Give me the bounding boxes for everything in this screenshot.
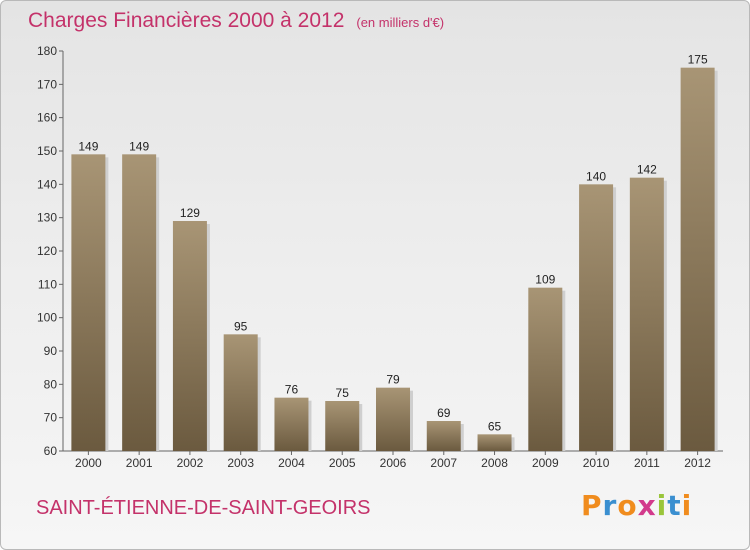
x-tick-label: 2009 xyxy=(532,456,559,470)
bar-value-label: 65 xyxy=(488,419,502,433)
bar-value-label: 76 xyxy=(285,383,299,397)
y-tick-label: 90 xyxy=(44,344,58,358)
y-tick-label: 160 xyxy=(37,111,57,125)
x-tick-label: 2000 xyxy=(75,456,102,470)
logo-letter: i xyxy=(656,489,668,522)
x-tick-label: 2004 xyxy=(278,456,305,470)
x-tick-label: 2008 xyxy=(481,456,508,470)
bar-value-label: 175 xyxy=(688,53,708,67)
y-tick-label: 120 xyxy=(37,244,57,258)
y-tick-label: 60 xyxy=(44,444,58,458)
y-tick-label: 130 xyxy=(37,211,57,225)
bar xyxy=(579,184,614,452)
logo-letter: o xyxy=(617,489,638,522)
commune-name: SAINT-ÉTIENNE-DE-SAINT-GEOIRS xyxy=(36,497,371,519)
bar xyxy=(528,287,563,451)
chart-unit: (en milliers d'€) xyxy=(356,15,445,30)
logo-letter: t xyxy=(667,489,682,522)
chart-title-text: Charges Financières 2000 à 2012 xyxy=(28,9,345,32)
y-tick-label: 100 xyxy=(37,311,57,325)
bar xyxy=(376,387,410,451)
bar xyxy=(172,221,207,451)
chart-title: Charges Financières 2000 à 2012 (en milli… xyxy=(28,9,444,33)
bar-value-label: 95 xyxy=(234,319,248,333)
y-tick-label: 180 xyxy=(37,44,57,58)
bar xyxy=(122,154,157,452)
bar-value-label: 129 xyxy=(180,206,200,220)
bar-value-label: 149 xyxy=(129,139,149,153)
y-tick-label: 140 xyxy=(37,177,57,191)
y-tick-label: 80 xyxy=(44,377,58,391)
logo-letter: x xyxy=(637,489,657,522)
x-tick-label: 2001 xyxy=(126,456,153,470)
bar xyxy=(629,177,664,451)
logo-letter: i xyxy=(681,489,693,522)
x-tick-label: 2010 xyxy=(583,456,610,470)
x-tick-label: 2011 xyxy=(634,456,660,470)
bar-value-label: 75 xyxy=(336,386,350,400)
bar xyxy=(274,397,309,451)
bar-value-label: 69 xyxy=(437,406,451,420)
bar xyxy=(426,421,461,451)
logo-letter: P xyxy=(581,489,603,522)
y-tick-label: 70 xyxy=(44,411,58,425)
x-tick-label: 2007 xyxy=(430,456,457,470)
bar-value-label: 109 xyxy=(535,273,555,287)
bar xyxy=(223,334,258,451)
bar xyxy=(477,434,512,451)
bar-value-label: 140 xyxy=(586,169,606,183)
bar xyxy=(325,401,360,451)
y-tick-label: 110 xyxy=(38,277,57,291)
y-tick-label: 170 xyxy=(37,77,57,91)
x-tick-label: 2006 xyxy=(380,456,407,470)
x-tick-label: 2012 xyxy=(684,456,711,470)
logo-letter: r xyxy=(602,489,618,522)
bar-value-label: 149 xyxy=(78,139,98,153)
proxiti-logo[interactable]: Proxiti xyxy=(581,489,692,522)
x-tick-label: 2005 xyxy=(329,456,356,470)
bar xyxy=(680,67,715,452)
bar-value-label: 142 xyxy=(637,163,657,177)
x-tick-label: 2002 xyxy=(177,456,204,470)
bars: 149 149 129 95 76 75 79 69 65 109 140 142 175 xyxy=(71,53,718,452)
bar-value-label: 79 xyxy=(386,373,400,387)
bar xyxy=(71,154,106,452)
y-tick-label: 150 xyxy=(37,144,57,158)
x-tick-label: 2003 xyxy=(227,456,254,470)
